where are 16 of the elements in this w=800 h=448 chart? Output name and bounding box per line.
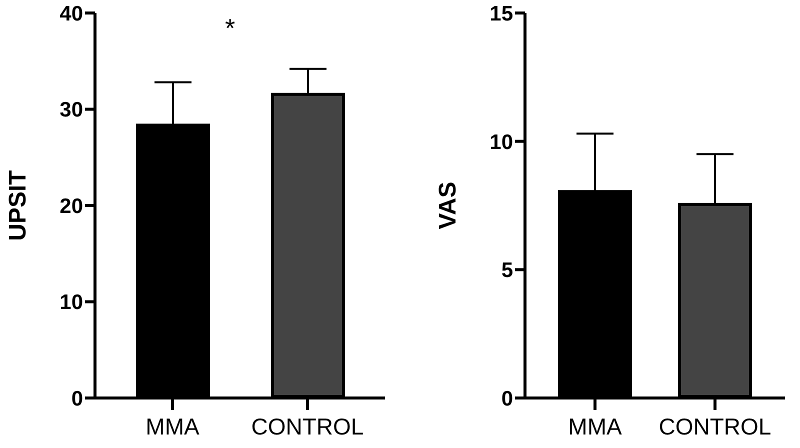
x-tick-label: CONTROL bbox=[658, 413, 772, 440]
annotation: * bbox=[224, 13, 236, 43]
y-tick-label: 0 bbox=[501, 387, 513, 410]
x-tick-label: MMA bbox=[568, 413, 622, 440]
y-tick-label: 10 bbox=[490, 130, 513, 154]
y-tick-label: 5 bbox=[501, 259, 514, 282]
y-tick-label: 15 bbox=[490, 2, 514, 26]
y-tick-label: 20 bbox=[60, 194, 83, 218]
y-tick-label: 10 bbox=[60, 291, 83, 314]
y-tick-label: 0 bbox=[71, 387, 83, 410]
y-axis-title: VAS bbox=[434, 182, 462, 230]
y-tick-label: 40 bbox=[60, 2, 83, 26]
y-tick-label: 30 bbox=[60, 98, 83, 122]
x-tick-label: MMA bbox=[146, 413, 200, 440]
y-axis-title: UPSIT bbox=[4, 170, 32, 241]
x-tick-label: CONTROL bbox=[251, 413, 364, 440]
